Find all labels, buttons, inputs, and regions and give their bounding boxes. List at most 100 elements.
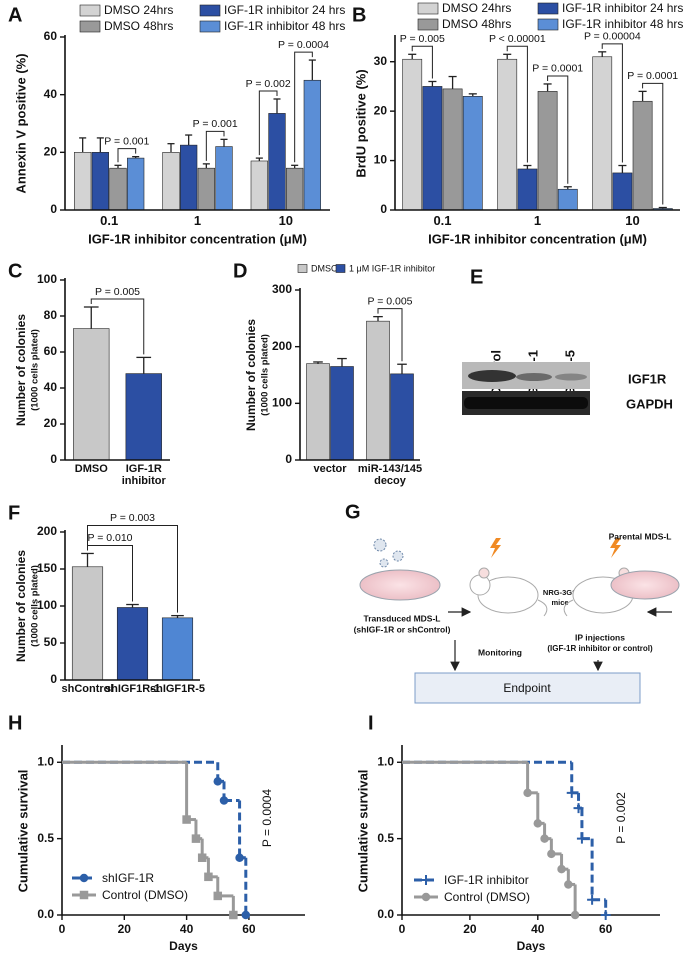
bar	[462, 96, 483, 211]
legend-label: Control (DMSO)	[102, 888, 188, 902]
legend-label: DMSO	[311, 263, 338, 273]
legend-swatch	[537, 2, 559, 15]
mouse-icon	[469, 567, 548, 617]
bar	[366, 320, 390, 461]
survival-marker	[219, 796, 229, 805]
x-tick-label: DMSO	[74, 464, 108, 475]
label-box: miR-143/145 decoy	[357, 464, 423, 487]
significance-bracket	[90, 298, 145, 355]
y-tick-label: 0	[380, 202, 387, 216]
label-box: shIGF1R-1	[105, 684, 160, 695]
survival-marker	[421, 892, 431, 902]
label-box: 0.1	[100, 214, 119, 228]
diagram-label: mice	[551, 598, 568, 607]
dish	[610, 570, 680, 600]
y-axis-label: (1000 cells plated)	[260, 334, 271, 416]
y-tick-label: 300	[272, 282, 292, 296]
bar	[442, 88, 463, 211]
x-tick-label: 10	[625, 214, 640, 228]
y-tick-label: 20	[44, 416, 58, 430]
y-tick-label: 60	[44, 29, 58, 43]
y-tick-label: 10	[374, 153, 388, 167]
x-tick-label: 60	[599, 922, 613, 936]
x-tick-label: 0.1	[100, 214, 119, 228]
bar	[592, 56, 613, 211]
y-tick-label: 0.0	[377, 907, 394, 921]
significance-bracket	[547, 75, 569, 184]
p-value: P = 0.003	[110, 512, 155, 524]
bar	[73, 328, 110, 461]
x-axis-label: Days	[169, 939, 198, 952]
label-box: shControl	[62, 684, 114, 695]
band-label: GAPDH	[626, 396, 673, 411]
virus-icon	[392, 550, 404, 562]
significance-bracket	[205, 130, 225, 161]
significance-bracket	[377, 308, 403, 362]
x-tick-label: IGF-1R inhibitor	[121, 464, 166, 487]
bar	[91, 152, 109, 211]
endpoint-box	[414, 672, 641, 704]
x-tick-label: 40	[531, 922, 545, 936]
bar	[197, 167, 215, 211]
significance-bracket	[506, 45, 528, 163]
bar	[268, 113, 286, 211]
blot-band	[516, 373, 552, 381]
y-tick-label: 80	[44, 308, 58, 322]
x-tick-label: shIGF1R-5	[149, 684, 205, 695]
injection-icon	[490, 538, 501, 558]
legend-swatch	[335, 264, 346, 273]
bar	[402, 58, 423, 211]
blot-panel: E shControl shIGF1R-1 shIGF1R-5 IGF1R GA…	[462, 266, 673, 415]
survival-marker	[421, 875, 431, 885]
p-value: P = 0.0004	[260, 789, 274, 847]
y-axis-label: Number of colonies	[14, 550, 28, 662]
bar	[215, 146, 233, 211]
p-value: P = 0.010	[87, 532, 132, 544]
p-value: P = 0.005	[400, 33, 445, 45]
panel-letter: A	[8, 4, 22, 26]
survival-marker	[523, 788, 532, 798]
bar	[422, 86, 443, 211]
diagram-label: Endpoint	[503, 681, 551, 695]
legend-swatch	[537, 18, 559, 31]
panel-letter: D	[233, 260, 247, 282]
label-box: 1	[534, 214, 541, 227]
diagram-panel: G Transduced MDS-L (shIGF-1R or shContro…	[345, 501, 680, 704]
y-tick-label: 20	[44, 145, 58, 159]
y-tick-label: 200	[37, 524, 57, 538]
injection-icon	[610, 538, 621, 558]
x-tick-label: miR-143/145 decoy	[357, 464, 423, 487]
diagram-label: IP injections	[575, 632, 625, 642]
p-value: P = 0.00004	[584, 31, 641, 43]
y-axis-label: Number of colonies	[244, 319, 258, 431]
p-value: P = 0.002	[246, 78, 291, 90]
label-box: 10	[279, 214, 293, 227]
legend-swatch	[199, 4, 221, 17]
y-axis-label: BrdU positive (%)	[353, 69, 368, 177]
survival-marker	[564, 880, 573, 889]
significance-bracket	[117, 148, 137, 163]
bar	[125, 373, 162, 461]
bar	[306, 363, 330, 461]
y-axis-label: (1000 cells plated)	[30, 565, 41, 647]
diagram-label: Monitoring	[478, 647, 522, 657]
p-value: P = 0.005	[95, 286, 140, 298]
bar	[161, 617, 194, 681]
label-box: 10	[625, 214, 640, 228]
y-tick-label: 60	[44, 344, 58, 358]
y-tick-label: 0.0	[37, 907, 54, 921]
legend-label: IGF-1R inhibitor 24 hrs	[562, 1, 683, 15]
legend-swatch	[417, 2, 439, 15]
virus-icon	[373, 538, 387, 552]
p-value: P = 0.0004	[278, 39, 329, 51]
x-tick-label: 40	[180, 922, 194, 936]
diagram-label: NRG-3GS	[543, 588, 577, 597]
x-tick-label: 20	[118, 922, 132, 936]
bar	[74, 152, 92, 211]
x-tick-label: vector	[313, 464, 347, 475]
x-tick-label: 20	[463, 922, 477, 936]
bar	[517, 168, 538, 211]
bar	[303, 79, 321, 211]
